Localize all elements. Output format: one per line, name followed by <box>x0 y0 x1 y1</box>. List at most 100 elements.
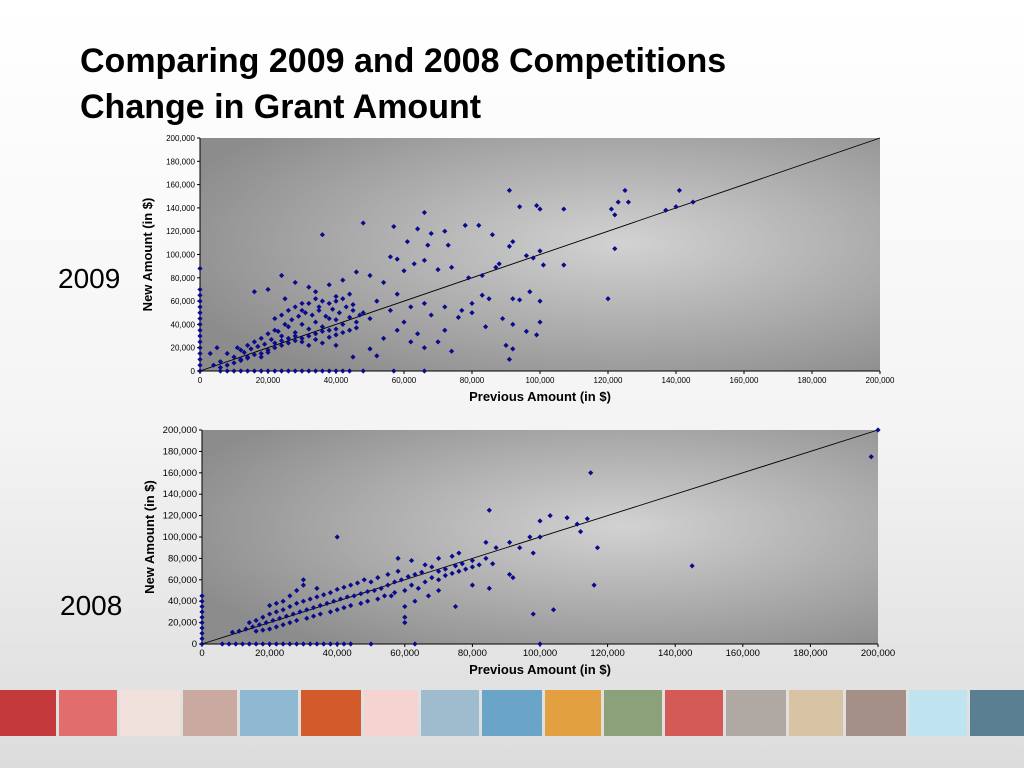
data-point <box>306 368 312 374</box>
data-point <box>401 268 407 274</box>
y-tick-label: 180,000 <box>166 157 195 166</box>
data-point <box>456 568 462 574</box>
data-point <box>197 362 203 368</box>
footer-image-tile <box>545 690 601 736</box>
data-point <box>584 516 590 522</box>
data-point <box>245 368 251 374</box>
footer-image-tile <box>120 690 180 736</box>
data-point <box>455 314 461 321</box>
data-point <box>404 239 410 245</box>
footer-image-tile <box>726 690 786 736</box>
data-point <box>272 368 278 374</box>
data-point <box>360 310 366 316</box>
footer-image-tile <box>970 690 1024 736</box>
data-point <box>421 368 427 374</box>
data-point <box>517 204 523 210</box>
data-point <box>282 321 288 327</box>
data-point <box>385 582 391 588</box>
data-point <box>336 310 342 316</box>
data-point <box>367 272 373 279</box>
data-point <box>199 609 205 615</box>
data-point <box>197 292 203 298</box>
data-point <box>214 345 220 351</box>
x-tick-label: 100,000 <box>523 648 557 659</box>
scatter-chart-2008: 0 20,000 40,000 60,000 80,000 100,000 120,000 1… <box>142 425 895 677</box>
data-point <box>412 571 418 578</box>
y-tick-label: 100,000 <box>163 532 197 543</box>
data-point <box>299 307 305 314</box>
y-tick-label: 60,000 <box>171 297 196 306</box>
footer-image-tile <box>183 690 237 736</box>
x-tick-label: 60,000 <box>392 376 417 385</box>
y-tick-label: 140,000 <box>166 204 195 213</box>
data-point <box>476 222 482 228</box>
data-point <box>436 587 442 594</box>
y-tick-label: 120,000 <box>163 511 197 522</box>
x-tick-label: 200,000 <box>861 648 895 659</box>
data-point <box>197 339 203 345</box>
data-point <box>292 368 298 374</box>
data-point <box>395 568 401 574</box>
data-point <box>456 550 462 556</box>
data-point <box>316 307 322 314</box>
data-point <box>449 348 455 354</box>
data-point <box>375 596 381 602</box>
data-point <box>436 568 442 574</box>
data-point <box>445 242 451 248</box>
y-tick-label: 20,000 <box>171 344 196 353</box>
footer-image-tile <box>604 690 662 736</box>
data-point <box>530 255 536 261</box>
data-point <box>246 641 252 647</box>
data-point <box>625 199 631 205</box>
data-point <box>334 534 340 540</box>
y-tick-label: 20,000 <box>168 618 197 629</box>
data-point <box>333 293 339 300</box>
data-point <box>299 300 305 307</box>
data-point <box>251 368 257 374</box>
y-tick-label: 40,000 <box>168 596 197 607</box>
data-point <box>449 264 455 270</box>
data-point <box>350 354 356 360</box>
data-point <box>306 326 312 332</box>
data-point <box>333 332 339 338</box>
data-point <box>537 534 543 540</box>
data-point <box>265 368 271 374</box>
data-point <box>510 346 516 352</box>
data-point <box>490 561 496 567</box>
data-point <box>197 345 203 351</box>
data-point <box>199 614 205 620</box>
y-tick-label: 0 <box>192 639 197 650</box>
data-point <box>306 342 312 348</box>
footer-image-tile <box>846 690 906 736</box>
slide-title: Comparing 2009 and 2008 Competitions Cha… <box>80 38 980 130</box>
footer-image-tile <box>301 690 361 736</box>
scatter-chart-2009: 0 20,000 40,000 60,000 80,000 100,000 120,000 1… <box>140 134 895 404</box>
data-point <box>313 368 319 374</box>
data-point <box>506 243 512 249</box>
y-tick-label: 0 <box>191 367 196 376</box>
x-tick-label: 20,000 <box>255 648 284 659</box>
y-tick-label: 120,000 <box>166 227 195 236</box>
data-point <box>395 555 401 561</box>
data-point <box>402 614 408 620</box>
x-tick-label: 180,000 <box>793 648 827 659</box>
y-tick-label: 60,000 <box>168 575 197 586</box>
x-tick-label: 140,000 <box>658 648 692 659</box>
data-point <box>217 364 223 371</box>
data-point <box>299 335 305 341</box>
footer-image-tile <box>364 690 418 736</box>
x-tick-label: 80,000 <box>460 376 485 385</box>
data-point <box>199 636 205 642</box>
data-point <box>360 368 366 374</box>
data-point <box>421 209 427 216</box>
x-tick-label: 40,000 <box>323 648 352 659</box>
y-tick-label: 160,000 <box>166 181 195 190</box>
y-axis-title: New Amount (in $) <box>140 198 155 312</box>
y-axis-title: New Amount (in $) <box>142 480 157 594</box>
x-tick-label: 40,000 <box>324 376 349 385</box>
data-point <box>534 332 540 338</box>
data-point <box>265 331 271 337</box>
data-point <box>469 300 475 307</box>
x-axis-title: Previous Amount (in $) <box>469 389 611 404</box>
data-point <box>350 307 356 314</box>
